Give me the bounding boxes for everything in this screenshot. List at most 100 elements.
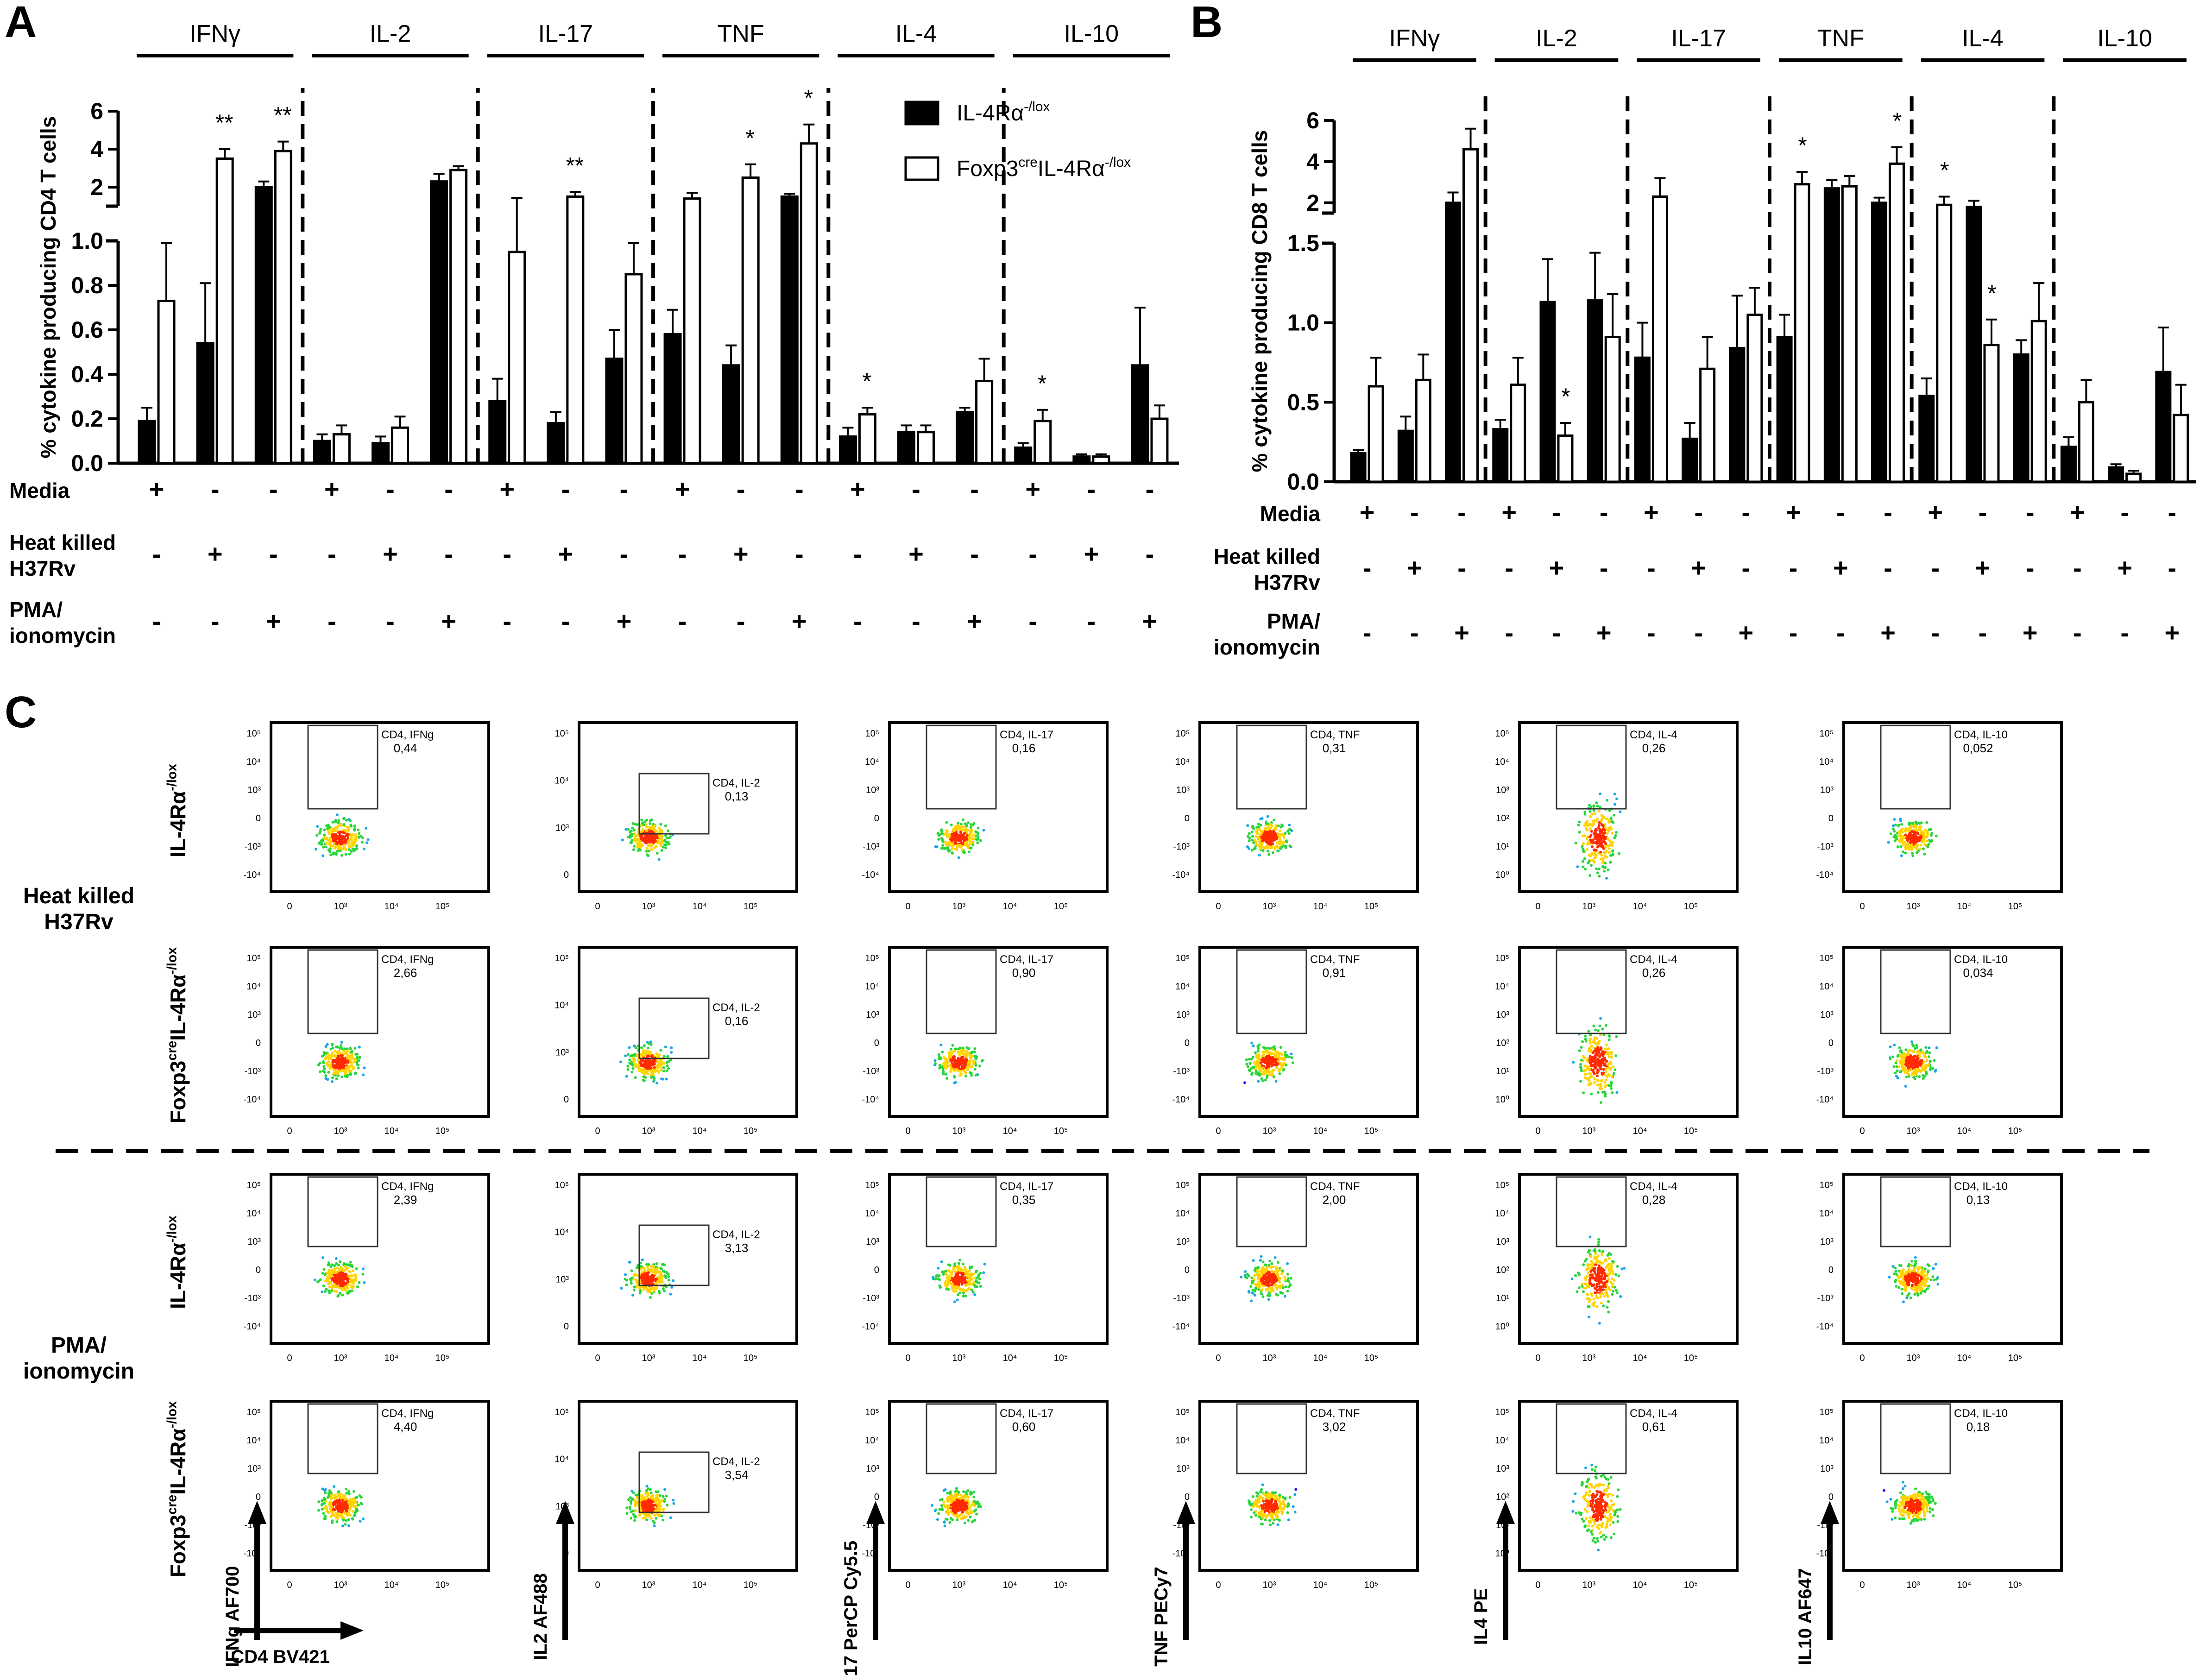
significance-mark: * <box>863 368 871 394</box>
event-dot <box>655 1082 659 1085</box>
flow-plot-frame <box>270 721 490 893</box>
event-dot <box>1618 852 1621 855</box>
bar-foxp3cre <box>1415 378 1431 483</box>
event-dot <box>1256 1045 1260 1048</box>
event-dot <box>1261 830 1264 833</box>
condition-sign: + <box>1407 553 1422 582</box>
y-tick-label: 0 <box>874 1265 879 1275</box>
event-dot <box>975 1285 978 1288</box>
event-dot <box>647 854 650 857</box>
event-dot <box>335 853 338 856</box>
event-dot <box>1594 1064 1597 1067</box>
condition-sign: - <box>1087 474 1096 504</box>
event-dot <box>1273 837 1277 840</box>
event-dot <box>631 822 635 825</box>
event-dot <box>1269 823 1273 826</box>
event-dot <box>1279 1291 1282 1294</box>
x-tick-label: 10⁴ <box>693 901 707 912</box>
event-dot <box>658 1277 661 1280</box>
event-dot <box>1928 1059 1932 1063</box>
condition-sign: - <box>1647 618 1656 647</box>
event-dot <box>1267 853 1271 856</box>
event-dot <box>1248 1291 1251 1294</box>
bar-foxp3cre <box>2030 320 2047 483</box>
event-dot <box>630 839 634 842</box>
gate-rect <box>1556 949 1627 1034</box>
bar-foxp3cre <box>215 157 234 465</box>
event-dot <box>641 1273 644 1276</box>
event-dot <box>1594 831 1597 834</box>
event-dot <box>624 828 628 831</box>
event-dot <box>1261 834 1265 838</box>
event-dot <box>958 1053 961 1057</box>
event-dot <box>655 1282 658 1285</box>
event-dot <box>335 1273 338 1276</box>
event-dot <box>1243 1081 1247 1084</box>
y-tick-label: 10³ <box>1176 1237 1190 1247</box>
event-dot <box>655 836 659 839</box>
event-dot <box>1599 844 1602 847</box>
event-dot <box>327 1064 330 1068</box>
event-dot <box>352 1281 355 1284</box>
event-dot <box>1588 810 1592 813</box>
event-dot <box>1280 823 1284 826</box>
event-dot <box>334 1257 338 1260</box>
x-tick-label: 10³ <box>642 1353 655 1363</box>
event-dot <box>1264 1263 1267 1266</box>
y-tick-label: 2 <box>1306 190 1319 216</box>
event-dot <box>953 842 957 845</box>
event-dot <box>939 1286 942 1289</box>
event-dot <box>979 1285 982 1288</box>
bar-il4ra <box>780 195 799 465</box>
density-core <box>1909 1059 1918 1066</box>
event-dot <box>344 829 347 832</box>
x-tick-label: 0 <box>287 901 292 912</box>
condition-sign: + <box>1025 474 1040 504</box>
gate-rect <box>638 1224 710 1286</box>
event-dot <box>321 1070 325 1073</box>
density-core <box>336 834 345 841</box>
density-cloud <box>1570 1235 1626 1325</box>
event-dot <box>334 846 337 849</box>
condition-sign: - <box>503 539 511 568</box>
event-dot <box>662 1263 665 1266</box>
event-dot <box>653 1070 656 1073</box>
event-dot <box>1248 1058 1251 1061</box>
event-dot <box>1619 810 1622 813</box>
event-dot <box>656 1266 660 1270</box>
event-dot <box>1265 1055 1268 1058</box>
condition-sign: + <box>1644 497 1659 527</box>
event-dot <box>1278 1072 1281 1075</box>
y-axis-title: % cytokine producing CD4 T cells <box>36 116 60 459</box>
event-dot <box>946 849 950 852</box>
event-dot <box>1607 819 1611 822</box>
density-cloud <box>933 1044 984 1084</box>
event-dot <box>344 1285 347 1288</box>
event-dot <box>345 1273 348 1276</box>
y-tick-label: 0 <box>256 1265 261 1275</box>
bar-il4ra <box>956 411 974 465</box>
event-dot <box>1909 1055 1912 1058</box>
event-dot <box>665 843 668 846</box>
event-dot <box>323 833 326 837</box>
event-dot <box>963 1266 966 1269</box>
event-dot <box>1266 1272 1269 1275</box>
condition-sign: + <box>383 539 398 568</box>
event-dot <box>345 1278 348 1281</box>
event-dot <box>950 1050 953 1053</box>
event-dot <box>1598 828 1601 831</box>
event-dot <box>1254 830 1258 833</box>
density-core <box>336 1059 345 1066</box>
event-dot <box>1611 1293 1614 1296</box>
event-dot <box>974 1271 977 1274</box>
flow-plot-frame <box>888 1173 1109 1345</box>
event-dot <box>631 826 634 830</box>
event-dot <box>337 819 340 822</box>
event-dot <box>1279 843 1282 846</box>
bar-foxp3cre <box>1983 344 2000 483</box>
condition-sign: - <box>1789 618 1798 647</box>
event-dot <box>1906 847 1910 850</box>
event-dot <box>1601 1090 1604 1094</box>
y-tick-label: 10⁵ <box>246 953 261 963</box>
condition-sign: + <box>149 474 164 504</box>
